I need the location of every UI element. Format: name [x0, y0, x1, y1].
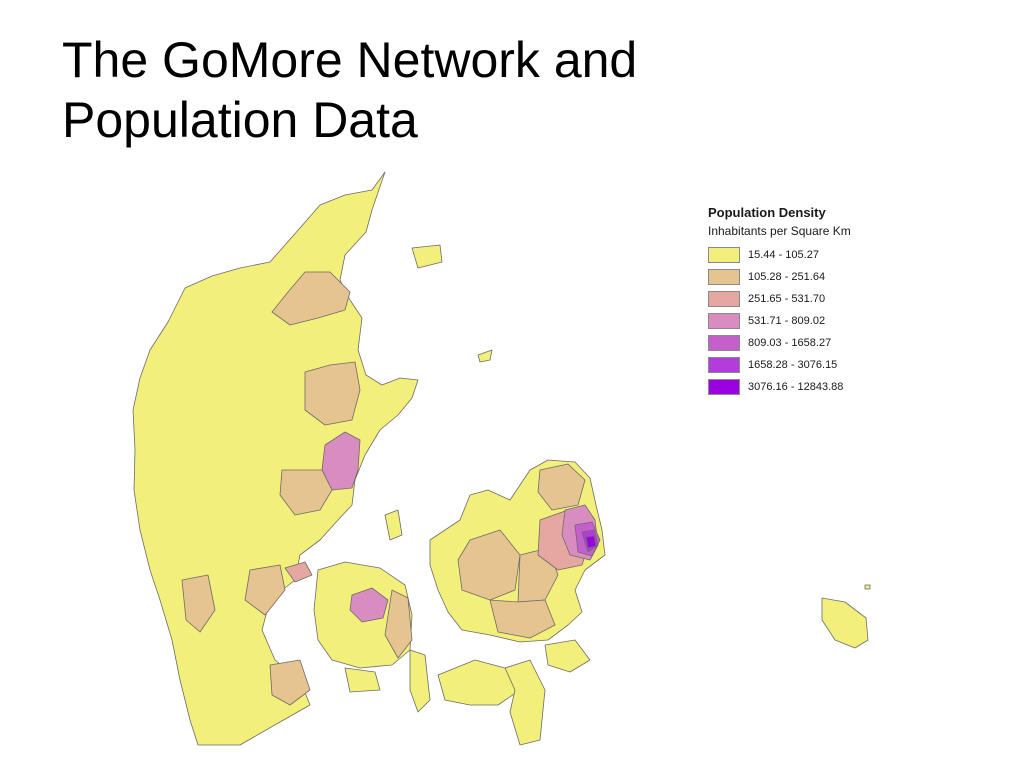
region-aabenraa — [269, 659, 311, 706]
region-laesoe — [411, 244, 443, 269]
legend-item: 15.44 - 105.27 — [708, 244, 908, 266]
region-odense — [349, 587, 389, 623]
region-moen — [544, 639, 591, 673]
slide-title: The GoMore Network and Population Data — [62, 30, 637, 150]
legend-subtitle: Inhabitants per Square Km — [708, 224, 851, 238]
legend-label: 105.28 - 251.64 — [748, 271, 826, 283]
region-south-zealand-tan — [489, 599, 556, 639]
region-fredericia — [284, 561, 313, 583]
slide-title-line-1: The GoMore Network and — [62, 32, 638, 88]
region-kolding — [244, 564, 286, 616]
map-legend: Population Density Inhabitants per Squar… — [708, 205, 908, 398]
region-west-zealand-tan — [457, 529, 521, 601]
legend-swatch — [708, 335, 740, 351]
region-cph-core — [585, 535, 597, 549]
legend-item: 1658.28 - 3076.15 — [708, 354, 908, 376]
legend-label: 3076.16 - 12843.88 — [748, 381, 844, 393]
legend-item: 105.28 - 251.64 — [708, 266, 908, 288]
legend-swatch — [708, 247, 740, 263]
legend-label: 251.65 - 531.70 — [748, 293, 826, 305]
legend-swatch — [708, 357, 740, 373]
legend-label: 1658.28 - 3076.15 — [748, 359, 838, 371]
legend-swatch — [708, 269, 740, 285]
region-samsoe — [384, 509, 403, 541]
legend-swatch — [708, 291, 740, 307]
legend-label: 809.03 - 1658.27 — [748, 337, 832, 349]
legend-label: 531.71 - 809.02 — [748, 315, 826, 327]
region-north-zealand-tan — [537, 463, 586, 511]
region-vejle — [279, 469, 333, 516]
region-christiansoe — [864, 584, 871, 590]
region-aeroe — [344, 667, 381, 693]
legend-swatch — [708, 379, 740, 395]
legend-item: 251.65 - 531.70 — [708, 288, 908, 310]
region-funen-east — [384, 589, 413, 659]
region-lolland — [437, 659, 521, 706]
region-bornholm — [821, 597, 869, 649]
slide-title-line-2: Population Data — [62, 92, 418, 148]
region-north-jutland-tan — [271, 271, 351, 326]
region-langeland — [409, 649, 431, 713]
legend-item: 531.71 - 809.02 — [708, 310, 908, 332]
legend-label: 15.44 - 105.27 — [748, 249, 819, 261]
region-anholt — [477, 349, 493, 363]
region-aarhus-surroundings — [304, 361, 361, 426]
legend-items: 15.44 - 105.27 105.28 - 251.64 251.65 - … — [708, 244, 908, 398]
region-falster — [504, 659, 546, 746]
legend-title: Population Density — [708, 205, 826, 220]
legend-item: 3076.16 - 12843.88 — [708, 376, 908, 398]
region-south-tan — [181, 574, 216, 633]
legend-swatch — [708, 313, 740, 329]
legend-item: 809.03 - 1658.27 — [708, 332, 908, 354]
